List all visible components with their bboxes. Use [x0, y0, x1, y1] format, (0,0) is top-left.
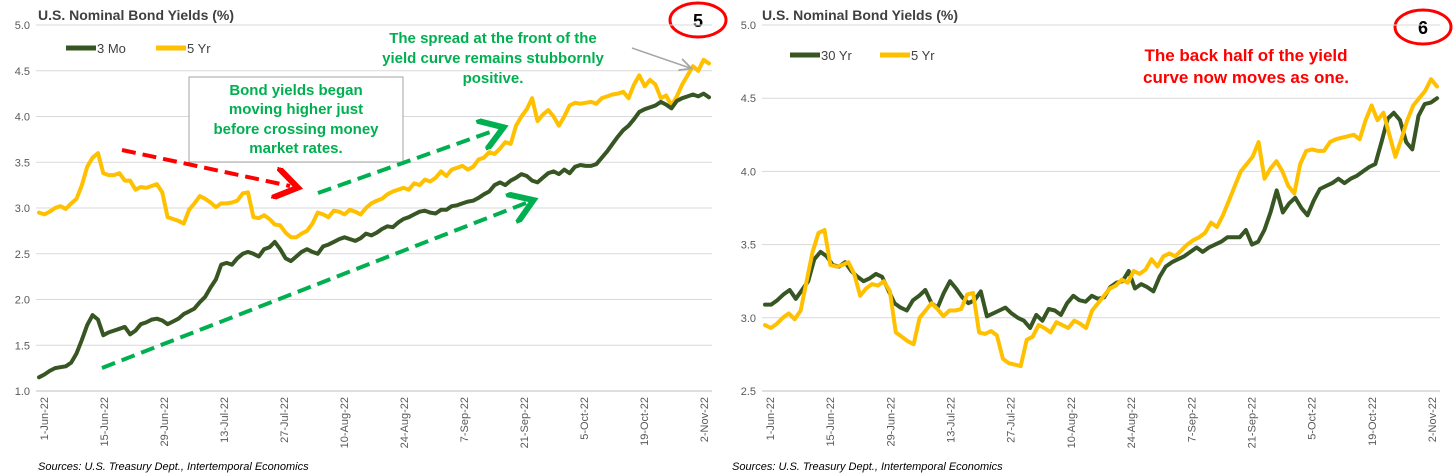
x-tick-label: 21-Sep-22 — [519, 397, 531, 448]
x-tick-label: 15-Jun-22 — [825, 397, 837, 447]
x-tick-label: 1-Jun-22 — [39, 397, 51, 440]
x-tick-label: 29-Jun-22 — [885, 397, 897, 447]
badge-number: 5 — [693, 11, 703, 31]
x-tick-label: 13-Jul-22 — [946, 397, 958, 443]
x-tick-label: 13-Jul-22 — [219, 397, 231, 443]
chart-title: U.S. Nominal Bond Yields (%) — [762, 7, 958, 23]
x-tick-label: 27-Jul-22 — [279, 397, 291, 443]
y-tick-label: 3.5 — [15, 157, 30, 169]
x-tick-label: 1-Jun-22 — [765, 397, 777, 440]
series-line-5yr — [763, 77, 1439, 369]
y-tick-label: 1.0 — [15, 386, 30, 398]
annotation-box: Bond yields began moving higher just bef… — [188, 76, 404, 163]
series-line-3mo — [37, 91, 711, 380]
y-tick-label: 2.5 — [15, 249, 30, 261]
headline-line-2: curve now moves as one. — [1143, 68, 1349, 87]
red-dashed-arrow — [121, 148, 290, 186]
chart-panel-right: U.S. Nominal Bond Yields (%) 6 2.5 3.0 3.5… — [732, 7, 1453, 473]
x-tick-label: 10-Aug-22 — [1066, 397, 1078, 448]
x-tick-label: 19-Oct-22 — [639, 397, 651, 446]
series-line-5yr — [37, 57, 711, 240]
x-tick-label: 5-Oct-22 — [1307, 397, 1319, 440]
x-tick-label: 10-Aug-22 — [339, 397, 351, 448]
legend-label-5yr: 5 Yr — [911, 48, 935, 63]
annotation-box-line-3: before crossing money — [213, 121, 379, 138]
badge-circle — [1393, 8, 1453, 46]
x-tick-label: 5-Oct-22 — [579, 397, 591, 440]
x-tick-label: 7-Sep-22 — [1186, 397, 1198, 442]
badge-6: 6 — [1393, 8, 1453, 46]
gray-pointer-arrow — [631, 47, 690, 68]
legend: 30 Yr 5 Yr — [790, 48, 935, 63]
y-tick-label: 5.0 — [741, 20, 756, 32]
chart-panel-left: U.S. Nominal Bond Yields (%) 5 1.0 1.5 2.0… — [15, 1, 728, 473]
y-tick-label: 4.0 — [741, 166, 756, 178]
badge-circle — [668, 1, 728, 39]
legend: 3 Mo 5 Yr — [66, 41, 211, 56]
x-tick-label: 27-Jul-22 — [1006, 397, 1018, 443]
annotation-box-line-4: market rates. — [249, 140, 342, 157]
spread-text-line-2: yield curve remains stubbornly — [382, 50, 604, 67]
x-tick-label: 7-Sep-22 — [459, 397, 471, 442]
annotation-box-frame — [188, 76, 404, 163]
x-tick-label: 2-Nov-22 — [1427, 397, 1439, 442]
chart-title: U.S. Nominal Bond Yields (%) — [38, 7, 234, 23]
y-tick-label: 5.0 — [15, 20, 30, 32]
y-tick-label: 4.5 — [15, 66, 30, 78]
spread-annotation: The spread at the front of the yield cur… — [382, 30, 604, 87]
spread-text-line-3: positive. — [463, 70, 524, 87]
badge-number: 6 — [1418, 18, 1428, 38]
y-tick-label: 4.0 — [15, 112, 30, 124]
legend-label-5yr: 5 Yr — [187, 41, 211, 56]
y-tick-label: 3.5 — [741, 240, 756, 252]
x-tick-label: 19-Oct-22 — [1367, 397, 1379, 446]
chart-source: Sources: U.S. Treasury Dept., Intertempo… — [732, 461, 1003, 473]
series-line-30yr — [763, 96, 1439, 330]
headline-annotation: The back half of the yield curve now mov… — [1143, 46, 1349, 87]
chart-source: Sources: U.S. Treasury Dept., Intertempo… — [38, 461, 309, 473]
annotation-box-line-1: Bond yields began — [229, 82, 362, 99]
headline-line-1: The back half of the yield — [1144, 46, 1347, 65]
badge-5: 5 — [668, 1, 728, 39]
x-tick-label: 24-Aug-22 — [1126, 397, 1138, 448]
annotation-box-line-2: moving higher just — [229, 101, 363, 118]
y-tick-label: 3.0 — [741, 313, 756, 325]
legend-label-30yr: 30 Yr — [821, 48, 853, 63]
x-tick-label: 29-Jun-22 — [159, 397, 171, 447]
x-tick-label: 15-Jun-22 — [99, 397, 111, 447]
y-tick-label: 2.0 — [15, 295, 30, 307]
green-dashed-arrow-upper — [317, 130, 496, 195]
spread-text-line-1: The spread at the front of the — [389, 30, 597, 47]
x-tick-label: 21-Sep-22 — [1246, 397, 1258, 448]
y-tick-label: 2.5 — [741, 386, 756, 398]
y-tick-label: 1.5 — [15, 340, 30, 352]
x-tick-label: 24-Aug-22 — [399, 397, 411, 448]
y-tick-label: 3.0 — [15, 203, 30, 215]
legend-label-3mo: 3 Mo — [97, 41, 126, 56]
green-dashed-arrow-lower — [101, 203, 526, 370]
y-tick-label: 4.5 — [741, 93, 756, 105]
x-tick-label: 2-Nov-22 — [699, 397, 711, 442]
